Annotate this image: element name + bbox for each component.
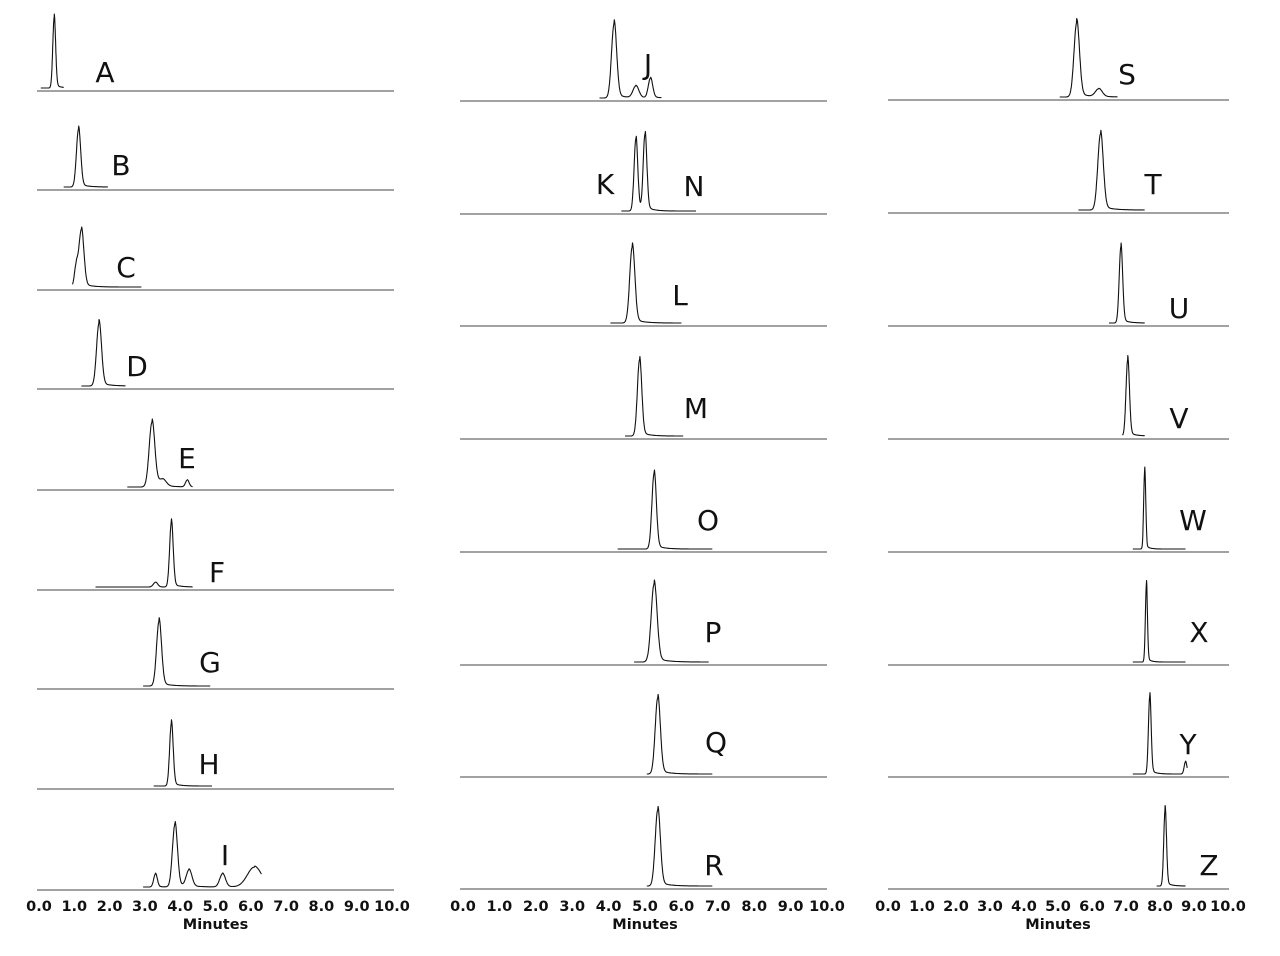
x-tick-label: 5.0 [632,899,658,915]
trace-label-h: H [198,748,219,781]
x-tick-label: 4.0 [167,899,193,915]
trace-k [621,130,697,212]
trace-d [81,318,126,387]
trace-w [1132,466,1186,550]
trace-r [646,805,713,887]
trace-o [617,469,713,550]
trace-label-t: T [1143,168,1162,201]
trace-a [40,13,65,89]
x-axis-title: Minutes [1025,917,1090,933]
trace-m [624,355,684,437]
trace-label-i: I [221,839,229,872]
x-tick-label: 10.0 [809,899,845,915]
trace-label-z: Z [1199,849,1218,882]
x-axis-title: Minutes [183,917,248,933]
x-tick-label: 8.0 [309,899,335,915]
x-tick-label: 2.0 [97,899,123,915]
x-tick-label: 6.0 [1079,899,1105,915]
trace-label-y: Y [1178,728,1197,761]
trace-label-w: W [1179,504,1207,537]
trace-c [71,226,142,288]
trace-label-u: U [1169,292,1190,325]
trace-t [1078,129,1145,211]
trace-label-r: R [704,849,723,882]
trace-label-k: K [596,168,615,201]
panel-1: A B C D E F G H I 0.0 1.0 2.0 3.0 4.0 5.0 6.0 7.0 8.0 9.0 1… [26,13,410,933]
trace-label-c: C [116,251,136,284]
trace-p [633,579,709,663]
trace-label-f: F [209,556,225,589]
trace-s [1059,17,1118,98]
x-tick-label: 7.0 [273,899,299,915]
trace-y [1132,692,1188,775]
trace-v [1122,354,1146,437]
x-tick-label: 2.0 [943,899,969,915]
trace-label-p: P [705,616,722,649]
trace-e [127,418,193,488]
x-tick-label: 2.0 [523,899,549,915]
trace-j [599,19,662,99]
x-tick-label: 10.0 [1210,899,1246,915]
x-tick-label: 3.0 [559,899,585,915]
x-tick-label: 8.0 [1147,899,1173,915]
trace-label-d: D [126,350,148,383]
x-tick-label: 10.0 [374,899,410,915]
x-tick-label: 0.0 [450,899,476,915]
x-tick-label: 1.0 [487,899,513,915]
x-tick-label: 8.0 [741,899,767,915]
x-tick-label: 3.0 [132,899,158,915]
trace-u [1108,242,1146,324]
trace-i [143,821,262,888]
panel-2: J K N L M O P Q R 0.0 1.0 2.0 3.0 4.0 5.0 6.0 7.0 8.0 9.0 1… [450,19,845,933]
trace-q [646,693,713,775]
trace-l [610,242,682,324]
x-tick-label: 4.0 [596,899,622,915]
x-tick-label: 7.0 [1113,899,1139,915]
x-tick-label: 1.0 [61,899,87,915]
trace-label-b: B [111,149,130,182]
x-tick-label: 4.0 [1011,899,1037,915]
trace-label-l: L [672,279,688,312]
x-tick-label: 6.0 [238,899,264,915]
x-tick-label: 9.0 [1181,899,1207,915]
x-tick-label: 6.0 [669,899,695,915]
x-tick-label: 5.0 [203,899,229,915]
trace-h [153,719,213,787]
trace-label-q: Q [705,726,727,759]
trace-x [1132,580,1186,663]
trace-f [95,518,193,588]
x-axis-title: Minutes [612,917,677,933]
trace-label-n: N [684,170,705,203]
x-tick-label: 9.0 [344,899,370,915]
trace-b [63,125,109,188]
trace-label-g: G [199,646,221,679]
panel-3: S T U V W X Y Z 0.0 1.0 2.0 3.0 4.0 5.0 6.0 7.0 8.0 9.0 10… [875,17,1246,933]
trace-label-e: E [178,442,196,475]
trace-label-j: J [642,48,652,81]
trace-label-s: S [1118,58,1136,91]
x-tick-label: 5.0 [1045,899,1071,915]
x-tick-label: 3.0 [977,899,1003,915]
x-tick-label: 1.0 [909,899,935,915]
trace-label-x: X [1189,616,1208,649]
x-tick-label: 0.0 [875,899,901,915]
trace-z [1156,804,1186,887]
x-tick-label: 0.0 [26,899,52,915]
trace-label-v: V [1169,402,1188,435]
x-tick-label: 9.0 [778,899,804,915]
trace-label-a: A [95,56,114,89]
x-tick-label: 7.0 [705,899,731,915]
trace-label-m: M [684,392,708,425]
trace-g [142,617,211,687]
trace-label-o: O [697,504,719,537]
